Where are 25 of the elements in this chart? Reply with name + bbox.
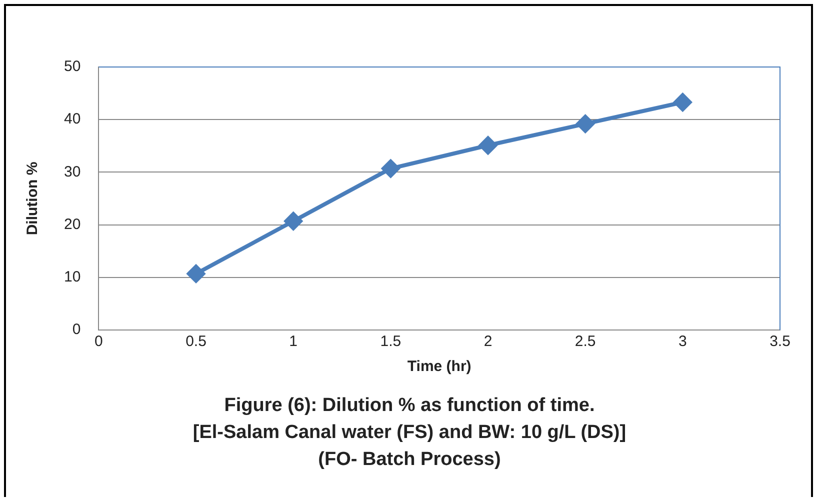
point	[576, 114, 594, 133]
y-axis-title: Dilution %	[24, 162, 42, 236]
x-tick-label: 0	[94, 333, 103, 350]
point	[284, 212, 302, 230]
y-tick-label: 50	[64, 58, 81, 76]
text: (FO- Batch Process)	[317, 448, 502, 472]
x-tick-label: 1	[289, 333, 298, 350]
text: Figure (6): Dilution % as function of time.	[223, 394, 596, 418]
y-tick-label: 0	[72, 321, 81, 338]
y-tick-label: 40	[64, 110, 81, 128]
y-tick-label: 30	[64, 163, 81, 180]
y-tick-label: 10	[64, 268, 81, 286]
x-tick-label: 2	[484, 333, 492, 350]
x-tick-label: 3	[678, 333, 687, 350]
point	[382, 160, 400, 178]
y-tick-label: 20	[64, 216, 81, 233]
text: [El-Salam Canal water (FS) and BW: 10 g/L (DS)]	[192, 421, 628, 445]
point	[187, 264, 206, 283]
point	[674, 93, 692, 112]
x-tick-label: 2.5	[574, 333, 596, 350]
x-tick-label: 3.5	[770, 333, 790, 350]
x-axis-title: Time (hr)	[407, 358, 472, 376]
x-tick-label: 0.5	[186, 333, 206, 350]
point	[479, 136, 498, 154]
x-tick-label: 1.5	[380, 333, 402, 350]
